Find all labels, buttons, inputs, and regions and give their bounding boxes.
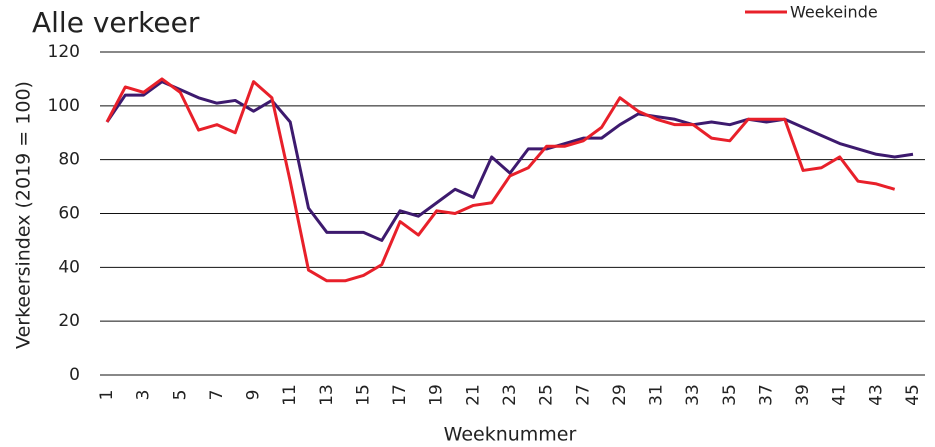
x-tick-label: 1 <box>97 390 117 401</box>
y-tick-label: 120 <box>48 42 80 62</box>
x-axis-label: Weeknummer <box>444 424 577 446</box>
x-tick-label: 37 <box>756 384 776 406</box>
x-tick-label: 29 <box>610 384 630 406</box>
x-tick-label: 35 <box>720 384 740 406</box>
y-tick-label: 40 <box>58 257 80 277</box>
series-line <box>105 77 896 283</box>
y-tick-label: 0 <box>69 365 80 385</box>
x-tick-label: 21 <box>463 384 483 406</box>
x-tick-label: 43 <box>866 384 886 406</box>
legend-label: Weekeinde <box>790 3 878 22</box>
x-tick-label: 13 <box>317 384 337 406</box>
x-tick-label: 27 <box>573 384 593 406</box>
x-tick-label: 39 <box>793 384 813 406</box>
x-tick-label: 45 <box>903 384 923 406</box>
x-tick-label: 17 <box>390 384 410 406</box>
y-tick-label: 20 <box>58 311 80 331</box>
x-tick-label: 5 <box>170 390 190 401</box>
x-tick-label: 15 <box>353 384 373 406</box>
x-tick-label: 3 <box>134 390 154 401</box>
x-tick-label: 23 <box>500 384 520 406</box>
y-tick-label: 60 <box>58 204 80 224</box>
y-axis-label: Verkeersindex (2019 = 100) <box>13 81 35 349</box>
y-tick-label: 80 <box>58 150 80 170</box>
x-tick-label: 33 <box>683 384 703 406</box>
y-tick-label: 100 <box>48 96 80 116</box>
x-tick-label: 19 <box>427 384 447 406</box>
x-tick-label: 25 <box>537 384 557 406</box>
x-tick-label: 31 <box>647 384 667 406</box>
x-tick-label: 11 <box>280 384 300 406</box>
x-tick-label: 7 <box>207 390 227 401</box>
x-tick-label: 41 <box>830 384 850 406</box>
chart-title: Alle verkeer <box>32 6 200 39</box>
x-tick-label: 9 <box>244 390 264 401</box>
